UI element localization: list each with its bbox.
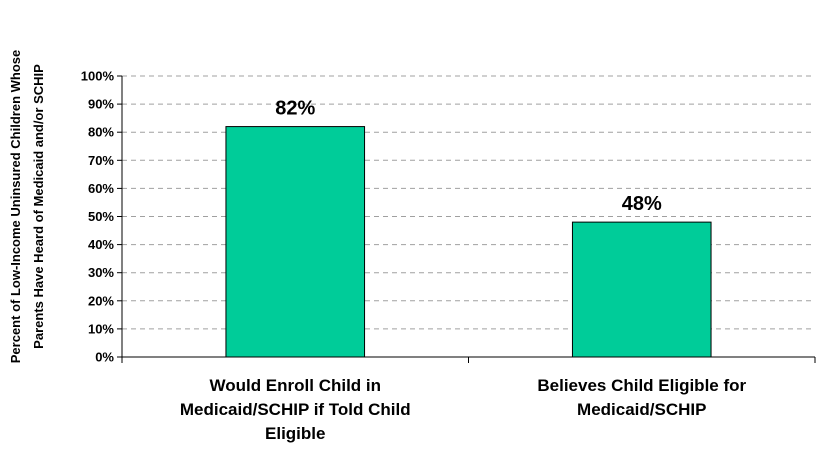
- y-tick-label: 0%: [95, 350, 114, 365]
- y-axis-title: Percent of Low-Income Uninsured Children…: [8, 50, 46, 363]
- y-axis-title-line: Percent of Low-Income Uninsured Children…: [8, 50, 23, 363]
- category-label-line: Medicaid/SCHIP: [577, 400, 706, 419]
- y-tick-labels: 0% 10% 20% 30% 40% 50% 60% 70% 80% 90% 100%: [81, 69, 115, 365]
- category-label-line: Medicaid/SCHIP if Told Child: [180, 400, 411, 419]
- bars: [225, 126, 712, 358]
- y-tick-label: 50%: [88, 209, 114, 224]
- y-tick-label: 80%: [88, 125, 114, 140]
- y-tick-label: 40%: [88, 237, 114, 252]
- y-tick-label: 100%: [81, 69, 115, 84]
- data-label: 82%: [275, 98, 315, 120]
- bar: [571, 221, 712, 358]
- data-label: 48%: [622, 193, 662, 215]
- y-axis-title-line: Parents Have Heard of Medicaid and/or SC…: [31, 64, 46, 349]
- y-tick-label: 60%: [88, 181, 114, 196]
- bar: [225, 126, 366, 358]
- y-tick-label: 10%: [88, 321, 114, 336]
- axes: [117, 75, 816, 363]
- y-tick-label: 20%: [88, 293, 114, 308]
- y-tick-label: 90%: [88, 97, 114, 112]
- category-label-line: Would Enroll Child in: [209, 376, 381, 395]
- category-label-line: Eligible: [265, 424, 325, 443]
- y-tick-label: 70%: [88, 153, 114, 168]
- y-tick-label: 30%: [88, 265, 114, 280]
- data-labels: 82% 48%: [275, 98, 662, 216]
- category-label-line: Believes Child Eligible for: [537, 376, 746, 395]
- category-labels: Would Enroll Child in Medicaid/SCHIP if T…: [180, 376, 747, 443]
